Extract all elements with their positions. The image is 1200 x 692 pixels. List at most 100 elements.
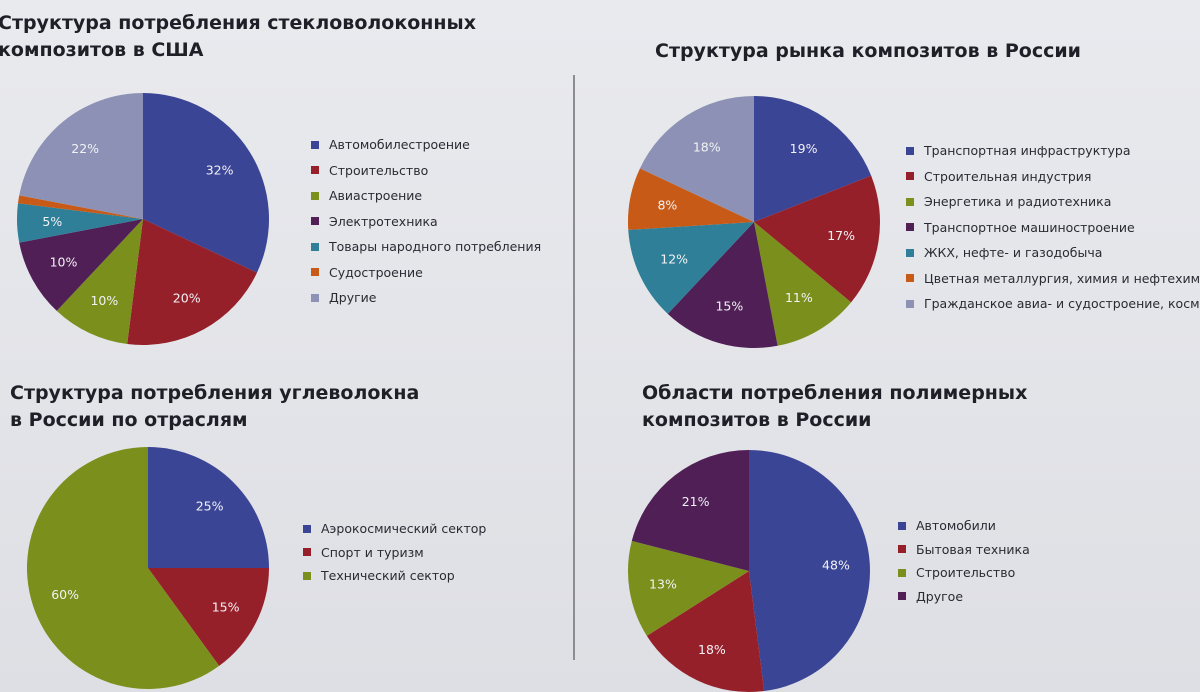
- pie-value-label: 5%: [42, 214, 62, 229]
- legend-label: Товары народного потребления: [329, 239, 542, 255]
- pie-slice-гражданское-авиа-и-судостроение-космос: [639, 96, 754, 222]
- legend-swatch: [906, 223, 914, 232]
- pie-value-label: 20%: [173, 290, 201, 305]
- legend-label: Энергетика и радиотехника: [924, 194, 1112, 210]
- pie-slice-электротехника: [19, 219, 144, 311]
- legend-ru-carbon: Аэрокосмический сектор Спорт и туризм Техн…: [303, 517, 486, 588]
- chart-title: Структура потребления стекловолоконных к…: [0, 10, 476, 64]
- pie-chart-ru-market: 19% 17% 11% 15% 12% 8% 18%: [628, 96, 880, 348]
- pie-slice-аэрокосмический-сектор: [148, 447, 269, 568]
- legend-swatch: [311, 166, 319, 175]
- legend-swatch: [303, 571, 311, 580]
- pie-slice-технический-сектор: [26, 447, 220, 689]
- legend-swatch: [906, 146, 914, 155]
- chart-title: Структура потребления углеволокна в Росс…: [10, 380, 419, 434]
- pie-value-label: 11%: [785, 290, 813, 305]
- legend-item-строительная-индустрия: Строительная индустрия: [906, 164, 1200, 190]
- title-line: композитов в России: [642, 409, 872, 431]
- legend-label: ЖКХ, нефте- и газодобыча: [924, 245, 1103, 261]
- legend-item-судостроение: Судостроение: [311, 260, 541, 286]
- legend-swatch: [303, 524, 311, 533]
- legend-item-другие: Другие: [311, 285, 541, 311]
- pie-value-label: 21%: [682, 494, 710, 509]
- pie-slice-строительство: [628, 540, 749, 636]
- panel-divider: [573, 75, 575, 660]
- pie-value-label: 13%: [649, 577, 677, 592]
- pie-value-label: 60%: [51, 587, 79, 602]
- title-line: композитов в США: [0, 39, 204, 61]
- legend-label: Транспортная инфраструктура: [924, 143, 1131, 159]
- legend-item-гражданское-авиа-и-судостроение-космос: Гражданское авиа- и судостроение, космос: [906, 291, 1200, 317]
- pie-slice-другое: [631, 450, 749, 571]
- legend-label: Строительство: [329, 162, 429, 178]
- pie-value-label: 15%: [212, 600, 240, 615]
- legend-swatch: [311, 268, 319, 277]
- pie-value-label: 19%: [790, 141, 818, 156]
- chart-title: Структура рынка композитов в России: [655, 38, 1081, 65]
- legend-item-жкх-нефте-и-газодобыча: ЖКХ, нефте- и газодобыча: [906, 240, 1200, 266]
- pie-slice-транспортная-инфраструктура: [754, 96, 872, 222]
- legend-swatch: [311, 191, 319, 200]
- legend-item-цветная-металлургия-химия-и-нефтехимия: Цветная металлургия, химия и нефтехимия: [906, 266, 1200, 292]
- legend-label: Автомобили: [916, 518, 996, 534]
- legend-item-строительство: Строительство: [311, 158, 541, 184]
- legend-label: Автомобилестроение: [329, 137, 470, 153]
- legend-item-товары-народного-потребления: Товары народного потребления: [311, 234, 541, 260]
- legend-item-аэрокосмический-сектор: Аэрокосмический сектор: [303, 517, 486, 541]
- pie-chart-ru-carbon: 25% 15% 60%: [26, 447, 269, 689]
- legend-item-авиастроение: Авиастроение: [311, 183, 541, 209]
- pie-value-label: 12%: [660, 252, 688, 267]
- pie-slice-жкх-нефте-и-газодобыча: [628, 222, 754, 314]
- legend-swatch: [311, 293, 319, 302]
- legend-label: Технический сектор: [321, 568, 455, 584]
- legend-swatch: [311, 217, 319, 226]
- legend-label: Электротехника: [329, 213, 438, 229]
- chart-title: Области потребления полимерных композито…: [642, 380, 1027, 434]
- legend-label: Транспортное машиностроение: [924, 219, 1135, 235]
- pie-slice-автомобилестроение: [143, 93, 269, 273]
- legend-swatch: [906, 248, 914, 257]
- legend-us: Автомобилестроение Строительство Авиастрое…: [311, 132, 541, 311]
- title-line: Структура потребления стекловолоконных: [0, 12, 476, 34]
- pie-slice-транспортное-машиностроение: [667, 222, 778, 348]
- legend-label: Строительство: [916, 565, 1016, 581]
- pie-slice-авиастроение: [56, 219, 143, 345]
- pie-slice-товары-народного-потребления: [17, 203, 143, 243]
- legend-item-автомобилестроение: Автомобилестроение: [311, 132, 541, 158]
- pie-slice-бытовая-техника: [646, 571, 765, 692]
- legend-label: Цветная металлургия, химия и нефтехимия: [924, 270, 1200, 286]
- pie-slice-строительство: [127, 219, 258, 345]
- legend-item-автомобили: Автомобили: [898, 514, 1030, 538]
- title-line: Области потребления полимерных: [642, 382, 1028, 404]
- legend-item-электротехника: Электротехника: [311, 209, 541, 235]
- pie-value-label: 17%: [827, 228, 855, 243]
- legend-item-транспортное-машиностроение: Транспортное машиностроение: [906, 215, 1200, 241]
- pie-value-label: 32%: [206, 162, 234, 177]
- legend-swatch: [906, 274, 914, 283]
- pie-slice-энергетика-и-радиотехника: [754, 222, 852, 346]
- pie-value-label: 15%: [715, 299, 743, 314]
- pie-slice-судостроение: [17, 195, 144, 219]
- pie-value-label: 8%: [657, 197, 677, 212]
- pie-value-label: 18%: [698, 642, 726, 657]
- legend-label: Авиастроение: [329, 188, 423, 204]
- title-line: Структура потребления углеволокна: [10, 382, 420, 404]
- legend-swatch: [906, 299, 914, 308]
- legend-item-транспортная-инфраструктура: Транспортная инфраструктура: [906, 138, 1200, 164]
- pie-slice-цветная-металлургия-химия-и-нефтехимия: [628, 168, 754, 230]
- pie-value-label: 22%: [71, 141, 99, 156]
- pie-chart-ru-polymer: 48% 18% 13% 21%: [628, 450, 870, 692]
- legend-label: Другие: [329, 290, 377, 306]
- legend-label: Спорт и туризм: [321, 544, 424, 560]
- legend-label: Бытовая техника: [916, 541, 1030, 557]
- pie-value-label: 18%: [693, 140, 721, 155]
- pie-value-label: 10%: [90, 293, 118, 308]
- legend-swatch: [898, 521, 906, 530]
- title-line: Структура рынка композитов в России: [655, 40, 1081, 62]
- pie-slice-автомобили: [749, 450, 870, 692]
- pie-slice-спорт-и-туризм: [148, 568, 269, 666]
- pie-value-label: 25%: [196, 498, 224, 513]
- legend-ru-market: Транспортная инфраструктура Строительная …: [906, 138, 1200, 317]
- legend-label: Гражданское авиа- и судостроение, космос: [924, 296, 1200, 312]
- legend-item-спорт-и-туризм: Спорт и туризм: [303, 541, 486, 565]
